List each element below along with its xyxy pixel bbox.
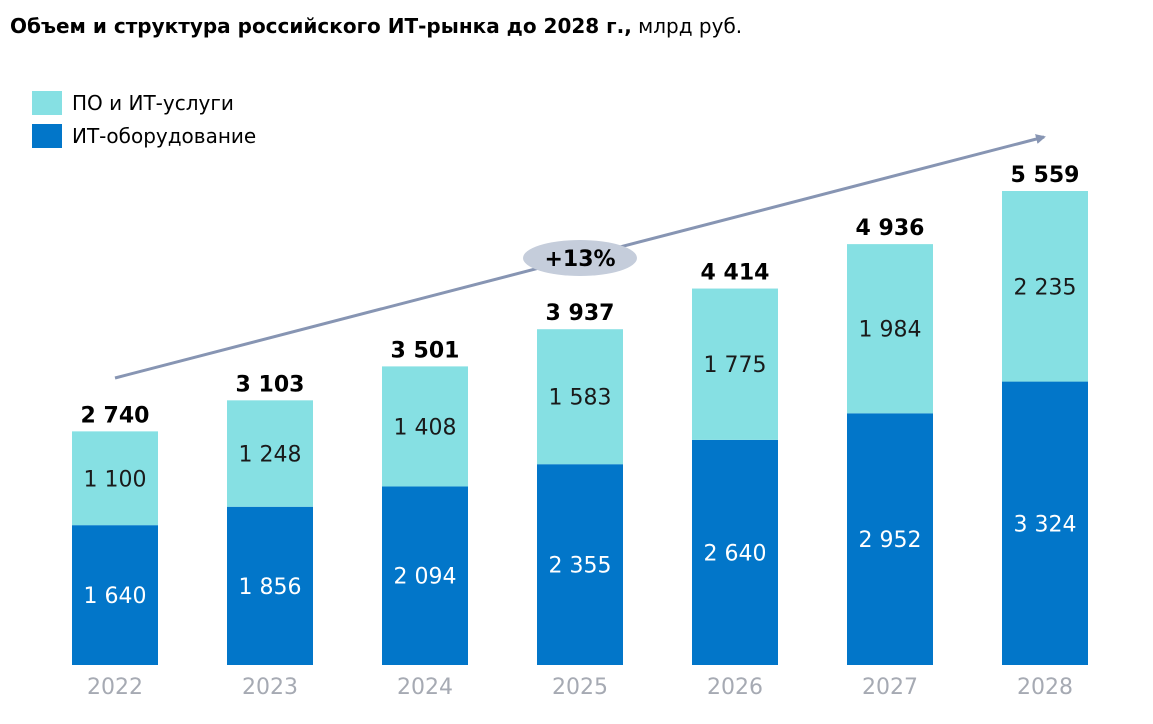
- legend-item-hardware: ИТ-оборудование: [32, 119, 256, 152]
- bar-hardware-2028: [1002, 381, 1088, 665]
- total-label-2026: 4 414: [701, 261, 770, 286]
- bar-software-2022: [72, 431, 158, 526]
- bar-software-2023: [227, 400, 313, 507]
- total-label-2025: 3 937: [546, 301, 615, 326]
- chart-title-main: Объем и структура российского ИТ-рынка д…: [10, 14, 632, 38]
- legend-label-hardware: ИТ-оборудование: [72, 123, 257, 148]
- bar-hardware-2022: [72, 525, 158, 665]
- value-label-software-2026: 1 775: [704, 353, 767, 378]
- value-label-hardware-2027: 2 952: [859, 528, 922, 553]
- x-tick-label-2027: 2027: [862, 675, 918, 700]
- total-label-2023: 3 103: [236, 372, 305, 397]
- value-label-software-2028: 2 235: [1014, 275, 1077, 300]
- bars-group: 1 640 1 100 2 740 2022 1 856 1 248 3 103 2023 2 …: [72, 163, 1088, 700]
- x-tick-label-2026: 2026: [707, 675, 763, 700]
- value-label-hardware-2025: 2 355: [549, 554, 612, 579]
- chart-title: Объем и структура российского ИТ-рынка д…: [10, 14, 742, 38]
- bar-hardware-2024: [382, 486, 468, 665]
- bar-software-2027: [847, 244, 933, 414]
- x-tick-label-2022: 2022: [87, 675, 143, 700]
- cagr-label: +13%: [544, 247, 615, 272]
- value-label-hardware-2023: 1 856: [239, 575, 302, 600]
- x-tick-label-2028: 2028: [1017, 675, 1073, 700]
- x-tick-label-2025: 2025: [552, 675, 608, 700]
- bar-hardware-2023: [227, 506, 313, 665]
- x-tick-label-2023: 2023: [242, 675, 298, 700]
- x-tick-label-2024: 2024: [397, 675, 453, 700]
- value-label-hardware-2026: 2 640: [704, 541, 767, 566]
- value-label-software-2023: 1 248: [239, 443, 302, 468]
- value-label-hardware-2022: 1 640: [84, 584, 147, 609]
- value-label-hardware-2024: 2 094: [394, 565, 457, 590]
- legend-label-software: ПО и ИТ-услуги: [72, 90, 234, 115]
- legend-swatch-software: [32, 90, 62, 115]
- value-label-software-2024: 1 408: [394, 415, 457, 440]
- bar-software-2026: [692, 288, 778, 440]
- value-label-software-2022: 1 100: [84, 467, 147, 492]
- total-label-2028: 5 559: [1011, 163, 1080, 188]
- value-label-hardware-2028: 3 324: [1014, 512, 1077, 537]
- legend: ПО и ИТ-услуги ИТ-оборудование: [32, 86, 256, 152]
- bar-software-2028: [1002, 191, 1088, 382]
- value-label-software-2027: 1 984: [859, 318, 922, 343]
- total-label-2022: 2 740: [81, 403, 150, 428]
- total-label-2024: 3 501: [391, 338, 460, 363]
- legend-swatch-hardware: [32, 123, 62, 148]
- cagr-bubble: [523, 240, 637, 276]
- total-label-2027: 4 936: [856, 216, 925, 241]
- bar-software-2025: [537, 329, 623, 465]
- bar-hardware-2025: [537, 464, 623, 665]
- value-label-software-2025: 1 583: [549, 386, 612, 411]
- legend-item-software: ПО и ИТ-услуги: [32, 86, 256, 119]
- bar-software-2024: [382, 366, 468, 487]
- bar-hardware-2026: [692, 439, 778, 665]
- chart-title-unit: млрд руб.: [631, 14, 743, 38]
- bar-hardware-2027: [847, 413, 933, 665]
